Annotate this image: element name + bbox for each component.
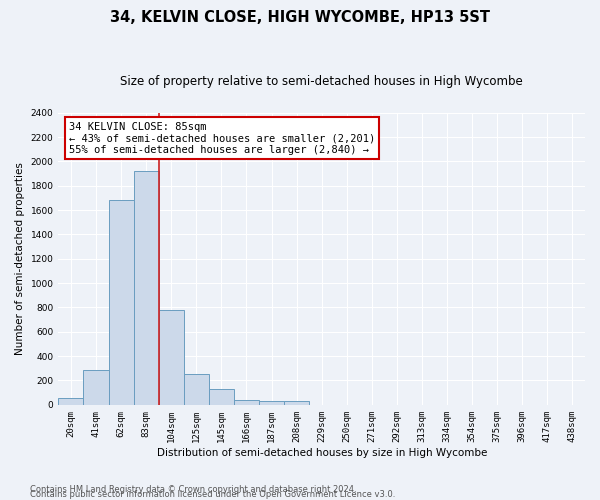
Text: Contains public sector information licensed under the Open Government Licence v3: Contains public sector information licen… — [30, 490, 395, 499]
Bar — [234, 400, 259, 405]
Bar — [209, 389, 234, 405]
Text: 34, KELVIN CLOSE, HIGH WYCOMBE, HP13 5ST: 34, KELVIN CLOSE, HIGH WYCOMBE, HP13 5ST — [110, 10, 490, 25]
Y-axis label: Number of semi-detached properties: Number of semi-detached properties — [15, 162, 25, 355]
Bar — [58, 398, 83, 405]
Title: Size of property relative to semi-detached houses in High Wycombe: Size of property relative to semi-detach… — [121, 75, 523, 88]
Text: 34 KELVIN CLOSE: 85sqm
← 43% of semi-detached houses are smaller (2,201)
55% of : 34 KELVIN CLOSE: 85sqm ← 43% of semi-det… — [69, 122, 375, 154]
Bar — [134, 171, 159, 405]
Bar — [83, 370, 109, 405]
Bar — [184, 374, 209, 405]
Bar — [159, 310, 184, 405]
Bar — [109, 200, 134, 405]
Bar — [284, 401, 309, 405]
Bar — [259, 400, 284, 405]
Text: Contains HM Land Registry data © Crown copyright and database right 2024.: Contains HM Land Registry data © Crown c… — [30, 484, 356, 494]
X-axis label: Distribution of semi-detached houses by size in High Wycombe: Distribution of semi-detached houses by … — [157, 448, 487, 458]
